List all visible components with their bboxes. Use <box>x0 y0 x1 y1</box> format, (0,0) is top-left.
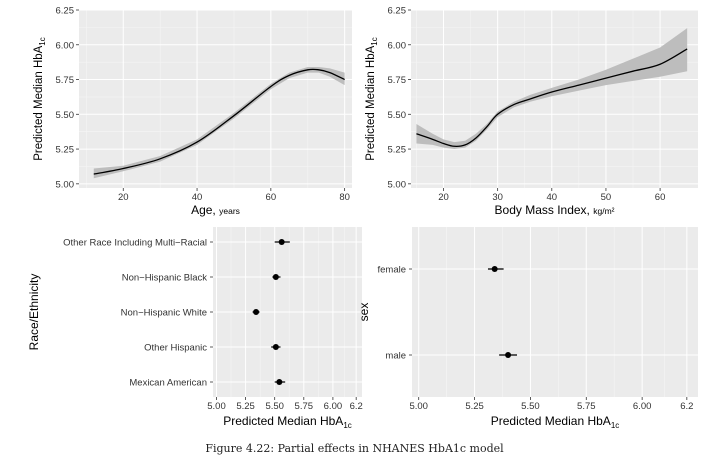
race-point <box>272 274 279 280</box>
age-confidence-band <box>93 67 345 179</box>
race-point <box>272 344 279 350</box>
bmi-y-axis-subscript: 1c <box>370 37 379 45</box>
sex-point <box>505 352 512 358</box>
race-x-tick-label: 6.2 <box>350 401 363 412</box>
age-x-axis-unit: years <box>219 206 240 216</box>
bmi-x-tick-label: 30 <box>492 192 503 203</box>
bmi-confidence-band <box>416 28 688 150</box>
race-point <box>278 239 285 245</box>
age-y-axis-subscript: 1c <box>38 37 47 45</box>
age-x-tick-label: 20 <box>118 192 129 203</box>
age-y-tick-label: 6.00 <box>56 40 75 51</box>
bmi-y-tick-label: 5.00 <box>388 179 407 190</box>
sex-x-tick-label: 6.2 <box>680 401 693 412</box>
sex-x-tick-label: 5.50 <box>521 401 540 412</box>
sex-point <box>491 266 498 272</box>
race-x-tick-label: 5.75 <box>295 401 314 412</box>
age-effect-line <box>93 68 345 175</box>
figure: 5.00 5.25 5.50 5.75 6.00 6.25 20 40 60 80 Age, yea… <box>27 6 698 430</box>
age-x-tick-label: 60 <box>266 192 277 203</box>
sex-panel: 5.00 5.25 5.50 5.75 6.00 6.2 female male Predict… <box>357 227 698 430</box>
race-category-label: Non−Hispanic Black <box>122 273 208 284</box>
bmi-x-axis-unit: kg/m² <box>593 206 614 216</box>
age-y-tick-label: 5.50 <box>56 110 75 121</box>
bmi-x-tick-label: 20 <box>438 192 449 203</box>
age-background <box>79 10 352 188</box>
race-panel: 5.00 5.25 5.50 5.75 6.00 6.2 Other Race Includ… <box>27 227 363 430</box>
age-y-tick-label: 5.25 <box>56 145 75 156</box>
bmi-x-tick-label: 50 <box>601 192 612 203</box>
bmi-x-axis-label: Body Mass Index, kg/m² <box>495 203 615 217</box>
race-x-axis-subscript: 1c <box>343 421 351 430</box>
age-y-tick-label: 5.75 <box>56 75 75 86</box>
race-x-tick-label: 5.00 <box>207 401 226 412</box>
race-category-label: Mexican American <box>129 378 207 389</box>
bmi-y-axis-label: Predicted Median HbA1c <box>365 37 379 161</box>
age-y-tick-label: 6.25 <box>56 6 75 17</box>
race-point <box>276 379 283 385</box>
sex-x-tick-label: 5.75 <box>577 401 596 412</box>
bmi-background <box>411 10 698 188</box>
bmi-y-tick-label: 5.50 <box>388 110 407 121</box>
race-category-label: Other Race Including Multi−Racial <box>63 238 207 249</box>
age-y-axis-label: Predicted Median HbA1c <box>33 37 47 161</box>
sex-background <box>412 227 698 397</box>
sex-x-axis-subscript: 1c <box>611 421 619 430</box>
age-panel: 5.00 5.25 5.50 5.75 6.00 6.25 20 40 60 80 Age, yea… <box>33 6 352 217</box>
age-x-axis-label: Age, years <box>191 203 240 217</box>
figure-caption: Figure 4.22: Partial effects in NHANES H… <box>205 442 504 455</box>
sex-x-tick-label: 6.00 <box>633 401 652 412</box>
race-x-axis-label: Predicted Median HbA1c <box>223 414 352 430</box>
race-x-tick-label: 6.00 <box>324 401 343 412</box>
sex-y-axis-label: sex <box>357 303 371 322</box>
race-y-axis-label: Race/Ethnicity <box>27 274 41 351</box>
sex-x-axis-label: Predicted Median HbA1c <box>491 414 620 430</box>
bmi-effect-line <box>416 48 688 148</box>
age-y-tick-label: 5.00 <box>56 179 75 190</box>
race-point <box>253 309 260 315</box>
age-x-tick-label: 80 <box>339 192 350 203</box>
bmi-panel: 5.00 5.25 5.50 5.75 6.00 6.25 20 30 40 50 60 Body M… <box>365 6 698 217</box>
sex-x-tick-label: 5.25 <box>465 401 484 412</box>
bmi-x-tick-label: 40 <box>547 192 558 203</box>
sex-category-label: female <box>377 265 406 276</box>
bmi-y-tick-label: 6.00 <box>388 40 407 51</box>
bmi-y-tick-label: 5.75 <box>388 75 407 86</box>
bmi-y-tick-label: 6.25 <box>388 6 407 17</box>
age-x-tick-label: 40 <box>192 192 203 203</box>
bmi-x-tick-label: 60 <box>655 192 666 203</box>
race-category-label: Non−Hispanic White <box>121 308 207 319</box>
race-category-label: Other Hispanic <box>144 343 207 354</box>
race-x-tick-label: 5.50 <box>265 401 284 412</box>
bmi-y-tick-label: 5.25 <box>388 145 407 156</box>
sex-x-tick-label: 5.00 <box>409 401 428 412</box>
race-x-tick-label: 5.25 <box>236 401 255 412</box>
sex-category-label: male <box>385 351 406 362</box>
